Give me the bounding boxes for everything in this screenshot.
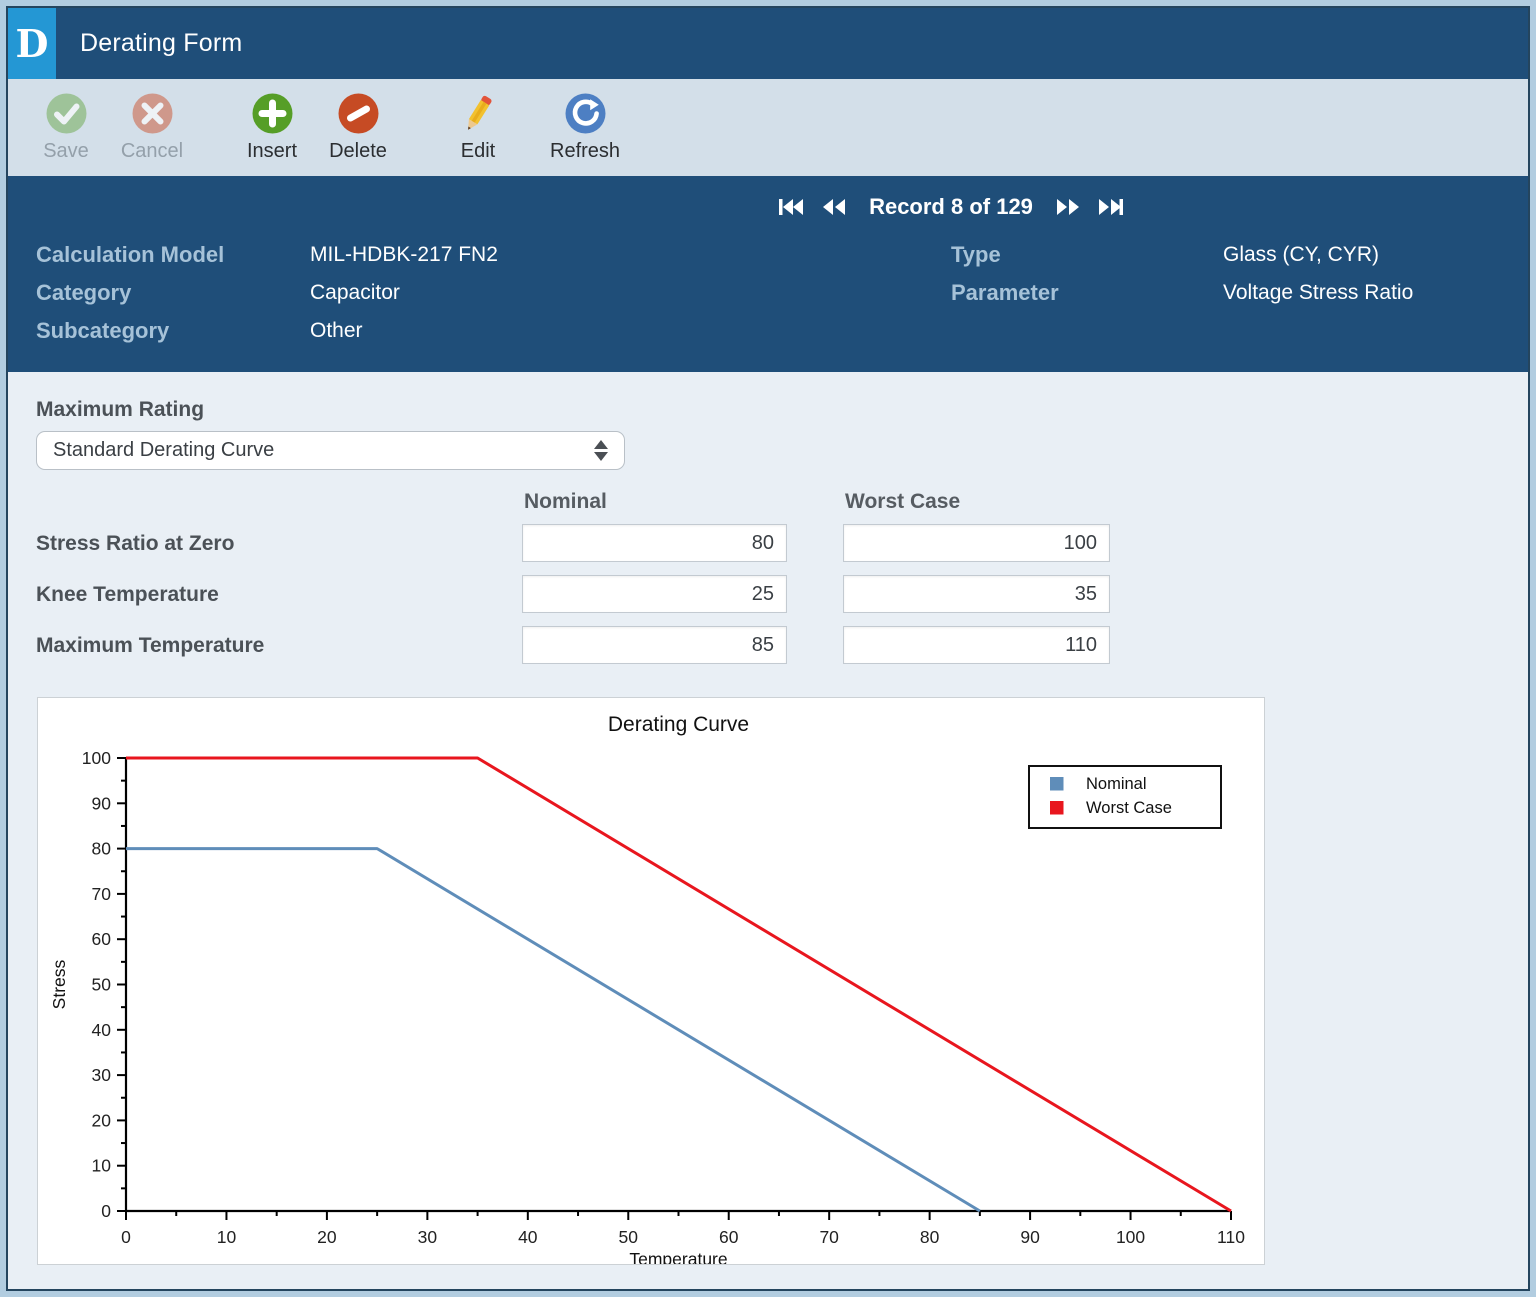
save-label: Save xyxy=(43,140,89,163)
maximum-temperature-nominal-input[interactable] xyxy=(522,626,787,664)
type-value: Glass (CY, CYR) xyxy=(1223,243,1379,267)
svg-text:10: 10 xyxy=(217,1227,237,1247)
svg-text:50: 50 xyxy=(92,975,112,995)
svg-text:10: 10 xyxy=(92,1156,112,1176)
maximum-rating-label: Maximum Rating xyxy=(36,398,1528,422)
subcategory-value: Other xyxy=(310,319,363,343)
svg-text:110: 110 xyxy=(1217,1227,1245,1247)
calculation-model-row: Calculation Model MIL-HDBK-217 FN2 xyxy=(36,236,951,274)
nominal-column-header: Nominal xyxy=(522,490,787,524)
svg-text:30: 30 xyxy=(92,1065,112,1085)
record-navigator: Record 8 of 129 xyxy=(191,186,1536,228)
refresh-arrow-icon xyxy=(563,91,608,136)
next-record-button[interactable] xyxy=(1054,198,1082,216)
save-check-icon xyxy=(44,91,89,136)
cancel-label: Cancel xyxy=(121,140,183,163)
derating-form-window: D Derating Form Save Cancel Insert xyxy=(6,6,1530,1291)
svg-text:40: 40 xyxy=(92,1020,112,1040)
maximum-rating-selected-value: Standard Derating Curve xyxy=(37,439,594,462)
svg-text:80: 80 xyxy=(92,839,112,859)
cancel-x-icon xyxy=(130,91,175,136)
record-position-text: Record 8 of 129 xyxy=(869,194,1033,220)
category-row: Category Capacitor xyxy=(36,274,951,312)
form-content: Maximum Rating Standard Derating Curve N… xyxy=(8,372,1528,1289)
svg-text:Nominal: Nominal xyxy=(1086,775,1147,793)
knee-temperature-worst-case-input[interactable] xyxy=(843,575,1110,613)
stress-ratio-at-zero-label: Stress Ratio at Zero xyxy=(36,524,522,564)
edit-label: Edit xyxy=(461,140,495,163)
select-stepper-icon xyxy=(594,440,608,461)
svg-text:20: 20 xyxy=(92,1110,112,1130)
refresh-button[interactable]: Refresh xyxy=(550,91,620,163)
insert-button[interactable]: Insert xyxy=(240,91,304,163)
insert-label: Insert xyxy=(247,140,297,163)
delete-slash-icon xyxy=(336,91,381,136)
svg-text:30: 30 xyxy=(418,1227,438,1247)
maximum-temperature-label: Maximum Temperature xyxy=(36,626,522,666)
derating-curve-chart: Derating Curve 0 10 20 30 40 50 60 70 80 90 100 110 0… xyxy=(38,698,1264,1264)
calculation-model-label: Calculation Model xyxy=(36,242,310,268)
maximum-rating-select[interactable]: Standard Derating Curve xyxy=(36,431,625,470)
subcategory-row: Subcategory Other xyxy=(36,312,951,350)
svg-text:Stress: Stress xyxy=(49,959,69,1009)
title-bar: D Derating Form xyxy=(8,8,1528,79)
parameter-row: Parameter Voltage Stress Ratio xyxy=(951,274,1528,312)
stress-ratio-at-zero-worst-case-input[interactable] xyxy=(843,524,1110,562)
svg-text:70: 70 xyxy=(92,884,112,904)
svg-text:90: 90 xyxy=(1020,1227,1040,1247)
maximum-temperature-worst-case-input[interactable] xyxy=(843,626,1110,664)
category-value: Capacitor xyxy=(310,281,400,305)
record-info-panel: Record 8 of 129 Calculation Model MIL-HD… xyxy=(8,176,1528,372)
delete-label: Delete xyxy=(329,140,387,163)
knee-temperature-label: Knee Temperature xyxy=(36,575,522,615)
category-label: Category xyxy=(36,280,310,306)
first-record-button[interactable] xyxy=(777,198,805,216)
edit-pencil-icon xyxy=(456,91,501,136)
parameter-value: Voltage Stress Ratio xyxy=(1223,281,1413,305)
svg-text:Derating Curve: Derating Curve xyxy=(608,713,749,736)
stress-ratio-at-zero-nominal-input[interactable] xyxy=(522,524,787,562)
previous-record-button[interactable] xyxy=(820,198,848,216)
record-fields: Calculation Model MIL-HDBK-217 FN2 Categ… xyxy=(8,236,1528,350)
parameter-label: Parameter xyxy=(951,280,1223,306)
svg-text:60: 60 xyxy=(719,1227,739,1247)
svg-text:0: 0 xyxy=(121,1227,131,1247)
svg-text:70: 70 xyxy=(819,1227,839,1247)
svg-text:40: 40 xyxy=(518,1227,538,1247)
delete-button[interactable]: Delete xyxy=(326,91,390,163)
svg-text:Worst Case: Worst Case xyxy=(1086,799,1172,817)
svg-text:100: 100 xyxy=(1116,1227,1145,1247)
refresh-label: Refresh xyxy=(550,140,620,163)
cancel-button[interactable]: Cancel xyxy=(120,91,184,163)
insert-plus-icon xyxy=(250,91,295,136)
type-label: Type xyxy=(951,242,1223,268)
calculation-model-value: MIL-HDBK-217 FN2 xyxy=(310,243,498,267)
svg-text:90: 90 xyxy=(92,793,112,813)
svg-text:80: 80 xyxy=(920,1227,940,1247)
svg-text:100: 100 xyxy=(82,748,111,768)
svg-text:Temperature: Temperature xyxy=(629,1249,727,1264)
svg-text:60: 60 xyxy=(92,929,112,949)
derating-curve-chart-panel: Derating Curve 0 10 20 30 40 50 60 70 80 90 100 110 0… xyxy=(37,697,1265,1265)
subcategory-label: Subcategory xyxy=(36,318,310,344)
type-row: Type Glass (CY, CYR) xyxy=(951,236,1528,274)
window-title: Derating Form xyxy=(56,29,242,58)
app-logo: D xyxy=(8,8,56,79)
save-button[interactable]: Save xyxy=(34,91,98,163)
worst-case-column-header: Worst Case xyxy=(843,490,1110,524)
svg-text:20: 20 xyxy=(317,1227,337,1247)
edit-button[interactable]: Edit xyxy=(446,91,510,163)
knee-temperature-nominal-input[interactable] xyxy=(522,575,787,613)
svg-text:50: 50 xyxy=(619,1227,639,1247)
svg-text:0: 0 xyxy=(101,1201,111,1221)
derating-parameters-table: Nominal Worst Case Stress Ratio at Zero … xyxy=(36,490,1528,677)
last-record-button[interactable] xyxy=(1097,198,1125,216)
toolbar: Save Cancel Insert Delete Edit xyxy=(8,79,1528,176)
